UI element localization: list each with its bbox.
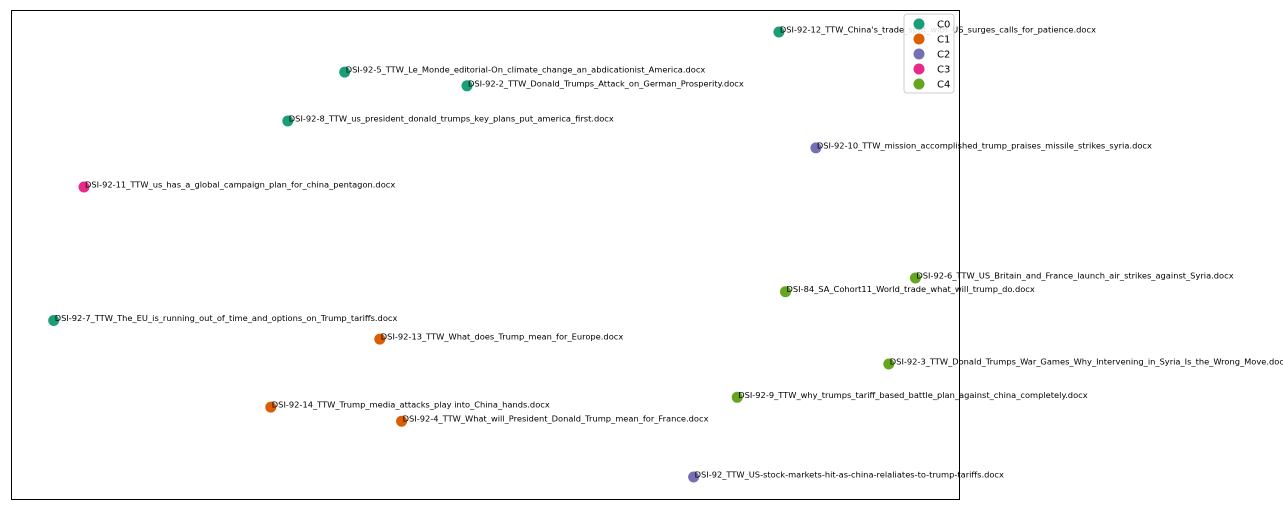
data-point-c4	[883, 358, 895, 370]
legend-marker-c0	[913, 18, 925, 30]
legend-marker-c1	[913, 33, 925, 45]
data-point-c2	[688, 471, 700, 483]
point-label: DSI-92-3_TTW_Donald_Trumps_War_Games_Why…	[890, 357, 1283, 367]
legend-label-c4: C4	[937, 80, 950, 91]
legend: C0 C1 C2 C3 C4	[903, 13, 955, 94]
plot-area-frame	[11, 10, 960, 500]
data-point-c0	[282, 115, 294, 127]
data-point-c4	[780, 286, 791, 298]
data-point-c0	[461, 80, 473, 92]
point-label: DSI-92-11_TTW_us_has_a_global_campaign_p…	[85, 180, 395, 190]
data-point-c0	[773, 26, 785, 38]
point-label: DSI-92-9_TTW_why_trumps_tariff_based_bat…	[738, 390, 1088, 400]
point-label: DSI-92-7_TTW_The_EU_is_running_out_of_ti…	[55, 313, 398, 323]
data-point-c4	[731, 391, 743, 403]
point-label: DSI-92-5_TTW_Le_Monde_editorial-On_clima…	[346, 65, 706, 75]
point-label: DSI-92-13_TTW_What_does_Trump_mean_for_E…	[381, 332, 624, 342]
point-label: DSI-92_TTW_US-stock-markets-hit-as-china…	[695, 470, 1004, 480]
points-layer: DSI-92-12_TTW_China's_trade_spat_with_US…	[48, 25, 1283, 483]
legend-label-c3: C3	[937, 65, 950, 76]
point-label: DSI-92-8_TTW_us_president_donald_trumps_…	[289, 114, 614, 124]
legend-label-c0: C0	[937, 20, 950, 31]
point-label: DSI-92-14_TTW_Trump_media_attacks_play i…	[272, 400, 550, 410]
legend-marker-c2	[913, 48, 925, 60]
data-point-c0	[339, 66, 351, 78]
data-point-c3	[78, 181, 90, 193]
legend-marker-c3	[913, 63, 925, 75]
point-label: DSI-92-4_TTW_What_will_President_Donald_…	[403, 414, 709, 424]
point-label: DSI-84_SA_Cohort11_World_trade_what_will…	[787, 284, 1035, 294]
point-label: DSI-92-2_TTW_Donald_Trumps_Attack_on_Ger…	[468, 78, 744, 88]
legend-label-c1: C1	[937, 35, 950, 46]
point-label: DSI-92-6_TTW_US_Britain_and_France_launc…	[916, 271, 1233, 281]
data-point-c1	[374, 333, 386, 345]
data-point-c2	[810, 142, 822, 154]
data-point-c0	[48, 315, 60, 326]
data-point-c1	[265, 401, 277, 413]
data-point-c1	[396, 415, 408, 427]
data-point-c4	[909, 272, 921, 284]
legend-label-c2: C2	[937, 50, 950, 61]
point-label: DSI-92-10_TTW_mission_accomplished_trump…	[817, 140, 1152, 150]
legend-marker-c4	[913, 78, 925, 90]
